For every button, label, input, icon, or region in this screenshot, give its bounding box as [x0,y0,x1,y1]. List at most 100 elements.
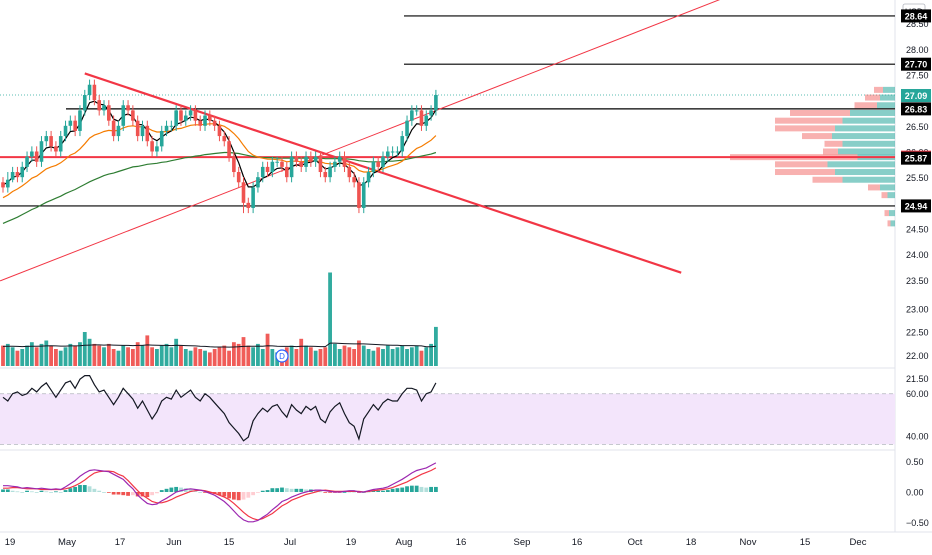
volume-bar [39,343,44,366]
candle-body [63,125,68,137]
volume-bar [405,349,409,366]
volume-bar [256,343,260,366]
candle-body [126,105,130,111]
volume-profile-up [842,140,895,147]
macd-histogram-bar [284,488,289,492]
volume-profile-up [842,176,895,183]
candle-body [169,125,174,127]
candle-body [381,156,385,167]
volume-bar [10,347,15,366]
volume-profile-up [835,169,895,176]
level-price-badge[interactable] [901,89,931,103]
macd-histogram-bar [376,490,381,492]
volume-bar [352,349,357,366]
volume-profile-down [884,210,889,217]
candle-body [318,156,323,173]
candle-body [313,156,318,162]
volume-bar [419,350,424,366]
volume-bar [29,342,34,366]
candle-body [241,182,246,203]
rsi-pane[interactable] [0,375,895,445]
volume-bar [308,347,313,366]
candle-body [10,172,15,180]
volume-profile-down [881,192,888,199]
volume-bar [414,345,419,366]
macd-histogram-bar [222,492,227,497]
candle-body [328,166,332,178]
macd-tick-label: 0.00 [906,488,924,498]
volume-bar [159,345,164,366]
level-price-badge[interactable] [901,102,931,116]
volume-bar [198,349,203,366]
level-price-badge[interactable] [901,199,931,213]
macd-histogram-bar [78,485,82,492]
candle-body [260,166,265,178]
time-tick-label: May [58,537,76,548]
price-pane[interactable] [0,0,932,533]
volume-bar [121,345,126,366]
candle-body [15,172,20,178]
candle-body [275,161,279,163]
candle-body [68,120,73,126]
macd-histogram-bar [328,492,332,493]
axes[interactable]: 28.5028.0027.5026.5026.0025.5024.5024.00… [5,3,931,548]
macd-histogram-bar [409,485,414,492]
volume-profile-down [874,86,883,93]
volume-profile-down [775,169,835,176]
time-tick-label: Oct [628,537,643,548]
candle-body [140,125,145,137]
macd-histogram-bar [390,488,395,492]
candle-body [208,115,212,121]
macd-histogram-bar [155,492,159,494]
volume-bar [106,343,111,366]
macd-histogram-bar [313,490,318,492]
level-price-badge[interactable] [901,9,931,23]
descending-trendline[interactable] [84,72,682,274]
macd-histogram-bar [265,490,270,492]
volume-bar [140,345,145,366]
candle-body [294,156,299,162]
ascending-trendline[interactable] [0,0,728,282]
candle-body [164,125,169,131]
macd-histogram-bar [92,488,97,492]
volume-bar [429,343,433,366]
macd-histogram-bar [39,490,44,492]
candle-body [376,161,380,167]
candle-body [424,115,429,126]
macd-histogram-bar [400,487,405,492]
volume-bar [130,349,135,366]
candle-body [342,156,347,167]
time-tick-label: 19 [346,537,357,548]
candle-body [429,110,433,116]
trendlines[interactable] [0,0,728,282]
macd-pane[interactable] [1,462,438,523]
rsi-line [2,375,437,442]
level-price-badge[interactable] [901,57,931,71]
volume-bar [347,347,352,366]
volume-profile-up [850,109,895,116]
candle-body [193,110,198,121]
volume-bar [145,335,150,366]
level-price-badge[interactable] [901,151,931,165]
macd-histogram-bar [49,492,53,493]
dividend-marker[interactable]: D [275,349,289,363]
candle-body [78,110,82,131]
macd-histogram-bar [434,486,438,492]
candle-body [39,141,44,162]
macd-histogram-bar [63,490,68,492]
macd-histogram-bar [54,491,58,493]
macd-indicator [1,462,438,523]
level-price-label: 27.70 [905,60,928,70]
rsi-tick-label: 60.00 [906,389,929,399]
horizontal-levels[interactable] [0,15,895,207]
macd-histogram-bar [188,489,193,492]
time-tick-label: 16 [456,537,467,548]
volume-profile-up [889,210,895,217]
price-tick-label: 23.00 [906,304,929,314]
macd-histogram-bar [342,492,347,493]
dividend-icon[interactable] [275,349,289,363]
volume-bar [169,347,174,366]
volume-profile-down [823,148,838,155]
